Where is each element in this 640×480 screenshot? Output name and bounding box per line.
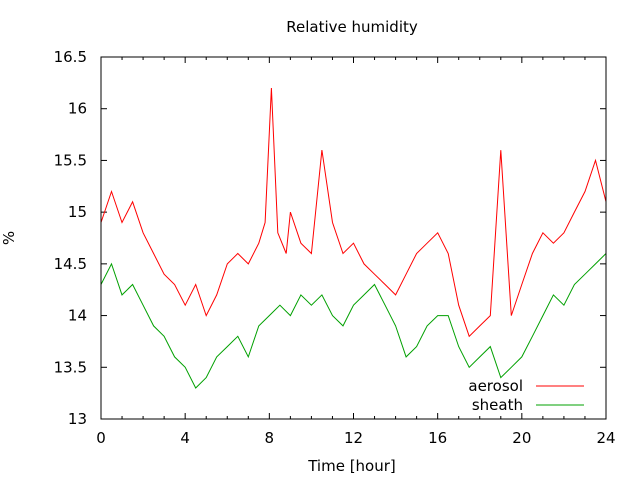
y-tick-label: 13 (68, 410, 87, 428)
y-tick-label: 16 (68, 100, 87, 118)
series-lines (100, 87, 607, 389)
x-axis-label: Time [hour] (307, 457, 396, 475)
plot-frame (100, 56, 607, 420)
y-tick-label: 15.5 (54, 151, 87, 169)
series-line-aerosol (100, 87, 607, 338)
chart-title: Relative humidity (286, 18, 418, 36)
x-tick-label: 24 (596, 429, 615, 447)
axis-ticks: 0 4 8 12 16 20 24 13 13.5 14 14.5 15 15.5 16 16.5 (54, 48, 616, 447)
x-tick-label: 0 (96, 429, 106, 447)
series-line-sheath (100, 253, 607, 389)
x-tick-label: 4 (180, 429, 190, 447)
x-tick-label: 16 (428, 429, 447, 447)
legend-label-aerosol: aerosol (468, 377, 523, 395)
y-tick-label: 15 (68, 203, 87, 221)
y-tick-label: 16.5 (54, 48, 87, 66)
y-tick-label: 13.5 (54, 358, 87, 376)
legend-label-sheath: sheath (472, 396, 523, 414)
x-tick-label: 8 (265, 429, 275, 447)
x-tick-label: 12 (344, 429, 363, 447)
y-tick-label: 14 (68, 307, 87, 325)
y-tick-label: 14.5 (54, 255, 87, 273)
y-axis-label: % (0, 231, 18, 245)
x-tick-label: 20 (512, 429, 531, 447)
